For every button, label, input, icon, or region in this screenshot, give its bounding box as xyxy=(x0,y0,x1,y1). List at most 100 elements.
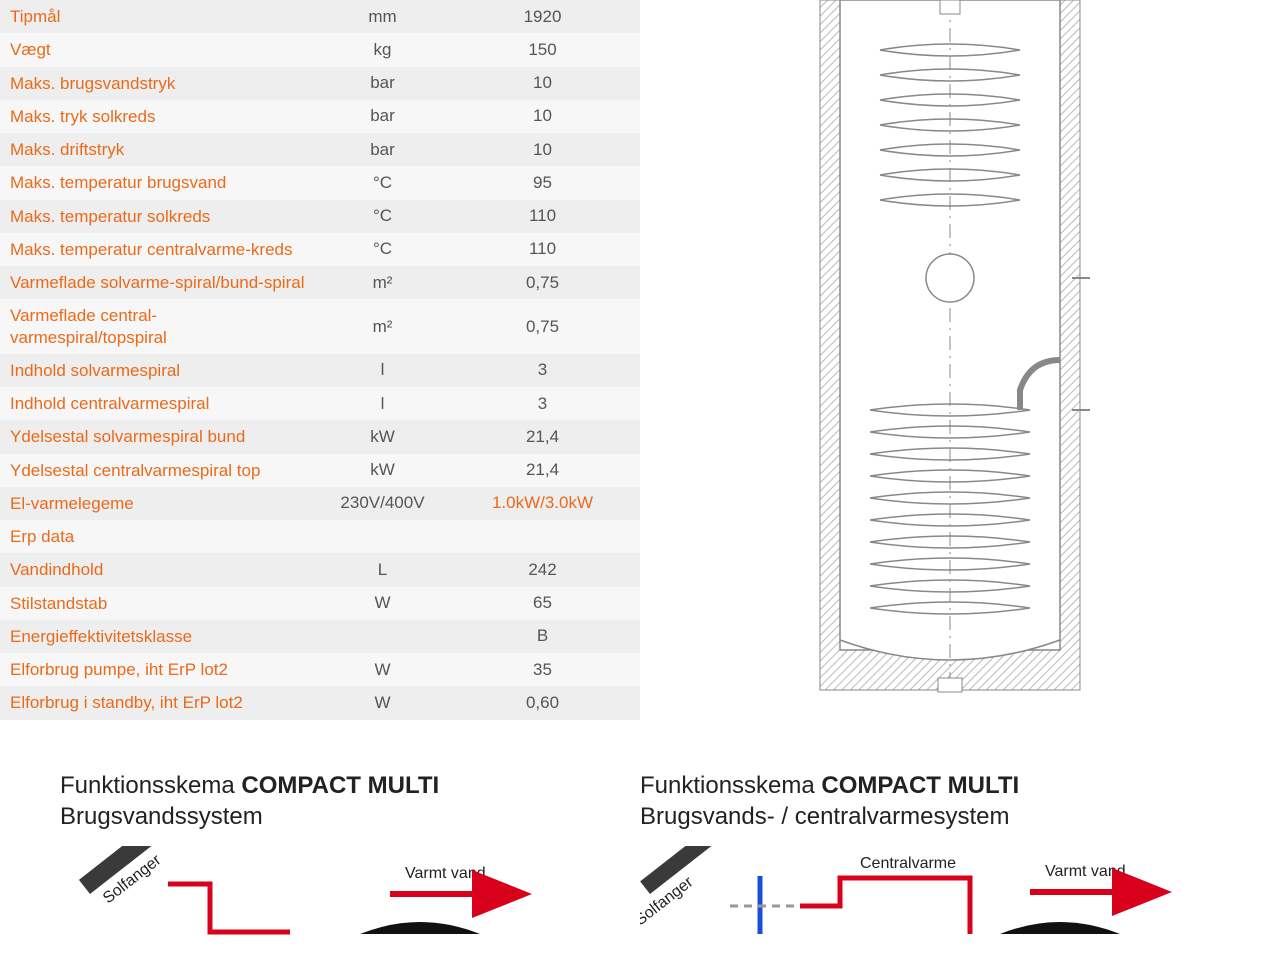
spec-unit: l xyxy=(320,387,445,420)
spec-unit: kW xyxy=(320,420,445,453)
table-row: Varmeflade solvarme-spiral/bund-spiralm²… xyxy=(0,266,640,299)
spec-label: Stilstandstab xyxy=(0,587,320,620)
spec-unit xyxy=(320,520,445,553)
spec-unit: kW xyxy=(320,454,445,487)
spec-value: 1.0kW/3.0kW xyxy=(445,487,640,520)
spec-label: Energieffektivitetsklasse xyxy=(0,620,320,653)
spec-value: B xyxy=(445,620,640,653)
table-row: El-varmelegeme230V/400V1.0kW/3.0kW xyxy=(0,487,640,520)
tank-diagram xyxy=(810,0,1110,700)
spec-label: Elforbrug pumpe, iht ErP lot2 xyxy=(0,653,320,686)
table-row: Vægtkg150 xyxy=(0,33,640,66)
spec-value: 110 xyxy=(445,233,640,266)
schema-left-svg: Solfanger Varmt vand xyxy=(60,846,580,936)
spec-label: Ydelsestal centralvarmespiral top xyxy=(0,454,320,487)
spec-unit: 230V/400V xyxy=(320,487,445,520)
spec-unit: °C xyxy=(320,200,445,233)
spec-value xyxy=(445,520,640,553)
spec-label: Maks. tryk solkreds xyxy=(0,100,320,133)
schema-right-title-bold: COMPACT MULTI xyxy=(821,772,1019,799)
spec-value: 150 xyxy=(445,33,640,66)
spec-value: 95 xyxy=(445,166,640,199)
spec-unit: W xyxy=(320,653,445,686)
spec-unit: L xyxy=(320,553,445,586)
spec-value: 65 xyxy=(445,587,640,620)
spec-unit: W xyxy=(320,686,445,719)
table-row: Energieffektivitetsklasse B xyxy=(0,620,640,653)
spec-label: Maks. temperatur solkreds xyxy=(0,200,320,233)
table-row: Maks. tryk solkredsbar10 xyxy=(0,100,640,133)
spec-unit: bar xyxy=(320,67,445,100)
spec-unit: m² xyxy=(320,266,445,299)
spec-table: Tipmålmm1920Vægtkg150Maks. brugsvandstry… xyxy=(0,0,640,720)
table-row: Elforbrug pumpe, iht ErP lot2W35 xyxy=(0,653,640,686)
tank-diagram-wrap xyxy=(640,0,1280,700)
spec-label: Elforbrug i standby, iht ErP lot2 xyxy=(0,686,320,719)
schema-left-title-prefix: Funktionsskema xyxy=(60,772,241,799)
spec-value: 3 xyxy=(445,354,640,387)
spec-value: 35 xyxy=(445,653,640,686)
table-row: Indhold solvarmespirall3 xyxy=(0,354,640,387)
table-row: VandindholdL242 xyxy=(0,553,640,586)
schema-right-title-prefix: Funktionsskema xyxy=(640,772,821,799)
spec-value: 0,60 xyxy=(445,686,640,719)
spec-value: 10 xyxy=(445,67,640,100)
solfanger-icon: Solfanger xyxy=(79,846,177,907)
schema-right-subtitle: Brugsvands- / centralvarmesystem xyxy=(640,803,1009,830)
varmtvand-label-r: Varmt vand xyxy=(1045,863,1126,880)
table-row: Tipmålmm1920 xyxy=(0,0,640,33)
spec-label: Indhold centralvarmespiral xyxy=(0,387,320,420)
table-row: Indhold centralvarmespirall3 xyxy=(0,387,640,420)
schema-right-title: Funktionsskema COMPACT MULTI Brugsvands-… xyxy=(640,770,1220,832)
centralvarme-label: Centralvarme xyxy=(860,855,956,872)
spec-value: 21,4 xyxy=(445,420,640,453)
schema-left-title-bold: COMPACT MULTI xyxy=(241,772,439,799)
top-row: Tipmålmm1920Vægtkg150Maks. brugsvandstry… xyxy=(0,0,1280,720)
spec-unit: m² xyxy=(320,299,445,354)
table-row: Varmeflade central-varmespiral/topspiral… xyxy=(0,299,640,354)
spec-unit: mm xyxy=(320,0,445,33)
spec-unit: °C xyxy=(320,233,445,266)
schema-right: Funktionsskema COMPACT MULTI Brugsvands-… xyxy=(640,770,1220,941)
spec-value: 10 xyxy=(445,133,640,166)
spec-label: El-varmelegeme xyxy=(0,487,320,520)
table-row: Maks. temperatur brugsvand°C95 xyxy=(0,166,640,199)
schema-left-title: Funktionsskema COMPACT MULTI Brugsvandss… xyxy=(60,770,600,832)
table-row: Erp data xyxy=(0,520,640,553)
spec-label: Vægt xyxy=(0,33,320,66)
table-row: Maks. driftstrykbar10 xyxy=(0,133,640,166)
schema-left-subtitle: Brugsvandssystem xyxy=(60,803,263,830)
spec-value: 0,75 xyxy=(445,299,640,354)
schema-right-svg: Solfanger Centralvarme Varmt vand xyxy=(640,846,1220,936)
table-row: Maks. temperatur solkreds°C110 xyxy=(0,200,640,233)
spec-value: 3 xyxy=(445,387,640,420)
function-schemas: Funktionsskema COMPACT MULTI Brugsvandss… xyxy=(0,720,1280,941)
spec-table-body: Tipmålmm1920Vægtkg150Maks. brugsvandstry… xyxy=(0,0,640,720)
varmtvand-label: Varmt vand xyxy=(405,865,486,882)
spec-label: Indhold solvarmespiral xyxy=(0,354,320,387)
table-row: Maks. temperatur centralvarme-kreds°C110 xyxy=(0,233,640,266)
spec-value: 110 xyxy=(445,200,640,233)
table-row: Elforbrug i standby, iht ErP lot2W0,60 xyxy=(0,686,640,719)
spec-label: Ydelsestal solvarmespiral bund xyxy=(0,420,320,453)
spec-value: 242 xyxy=(445,553,640,586)
spec-label: Vandindhold xyxy=(0,553,320,586)
spec-value: 21,4 xyxy=(445,454,640,487)
table-row: Ydelsestal centralvarmespiral topkW21,4 xyxy=(0,454,640,487)
table-row: Ydelsestal solvarmespiral bundkW21,4 xyxy=(0,420,640,453)
spec-unit: l xyxy=(320,354,445,387)
spec-label: Maks. brugsvandstryk xyxy=(0,67,320,100)
spec-unit xyxy=(320,620,445,653)
spec-value: 10 xyxy=(445,100,640,133)
spec-unit: W xyxy=(320,587,445,620)
spec-value: 0,75 xyxy=(445,266,640,299)
spec-unit: bar xyxy=(320,133,445,166)
spec-label: Erp data xyxy=(0,520,320,553)
spec-label: Maks. driftstryk xyxy=(0,133,320,166)
spec-label: Varmeflade central-varmespiral/topspiral xyxy=(0,299,320,354)
spec-label: Tipmål xyxy=(0,0,320,33)
table-row: Maks. brugsvandstrykbar10 xyxy=(0,67,640,100)
spec-label: Maks. temperatur brugsvand xyxy=(0,166,320,199)
spec-label: Varmeflade solvarme-spiral/bund-spiral xyxy=(0,266,320,299)
spec-unit: °C xyxy=(320,166,445,199)
